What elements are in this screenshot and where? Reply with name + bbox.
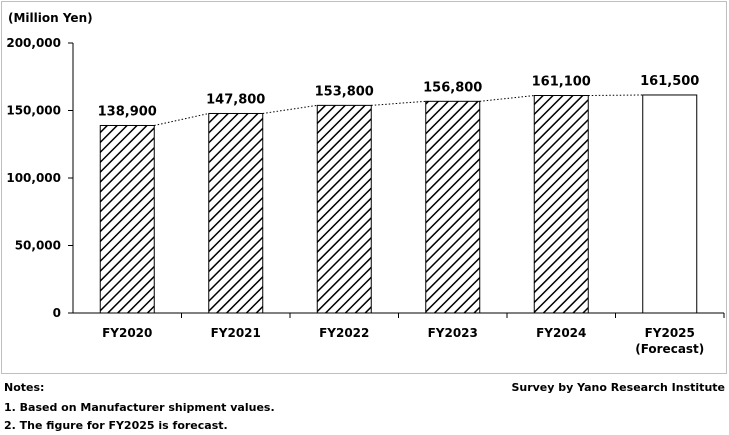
- bar: [425, 100, 481, 314]
- connector-line: [588, 94, 643, 97]
- y-unit-label: (Million Yen): [8, 11, 93, 25]
- x-tick-label: FY2021: [211, 326, 261, 340]
- bar-chart: (Million Yen) 0 50,000 100,000 150,000 200,00…: [6, 11, 725, 356]
- chart-frame: (Million Yen) 0 50,000 100,000 150,000 200,00…: [1, 1, 727, 374]
- x-tick-label: FY2023: [428, 326, 478, 340]
- connector-line: [479, 95, 535, 102]
- y-tick-label: 100,000: [6, 171, 61, 185]
- source-credit: Survey by Yano Research Institute: [511, 381, 725, 394]
- connector-line: [154, 112, 209, 126]
- bar: [642, 94, 698, 314]
- bar: [99, 124, 155, 314]
- data-label: 156,800: [423, 80, 482, 95]
- y-tick-label: 50,000: [15, 239, 61, 253]
- note-2: 2. The figure for FY2025 is forecast.: [4, 419, 228, 432]
- data-label: 161,500: [640, 74, 699, 89]
- connector-line: [371, 100, 426, 106]
- data-label: 153,800: [315, 84, 374, 99]
- y-tick-label: 200,000: [6, 36, 61, 50]
- connector-line: [262, 104, 318, 114]
- x-tick-label: (Forecast): [635, 342, 704, 356]
- x-tick-label: FY2025: [645, 326, 695, 340]
- y-tick-label: 0: [53, 306, 61, 320]
- x-tick-label: FY2022: [319, 326, 369, 340]
- data-label: 138,900: [98, 104, 157, 119]
- x-tick-label: FY2024: [536, 326, 586, 340]
- y-tick-label: 150,000: [6, 104, 61, 118]
- bar: [208, 112, 264, 314]
- notes-title: Notes:: [4, 381, 45, 394]
- x-tick-label: FY2020: [102, 326, 152, 340]
- bar: [316, 104, 372, 314]
- bar: [533, 95, 589, 314]
- data-label: 147,800: [206, 92, 265, 107]
- note-1: 1. Based on Manufacturer shipment values…: [4, 401, 275, 414]
- data-label: 161,100: [532, 75, 591, 90]
